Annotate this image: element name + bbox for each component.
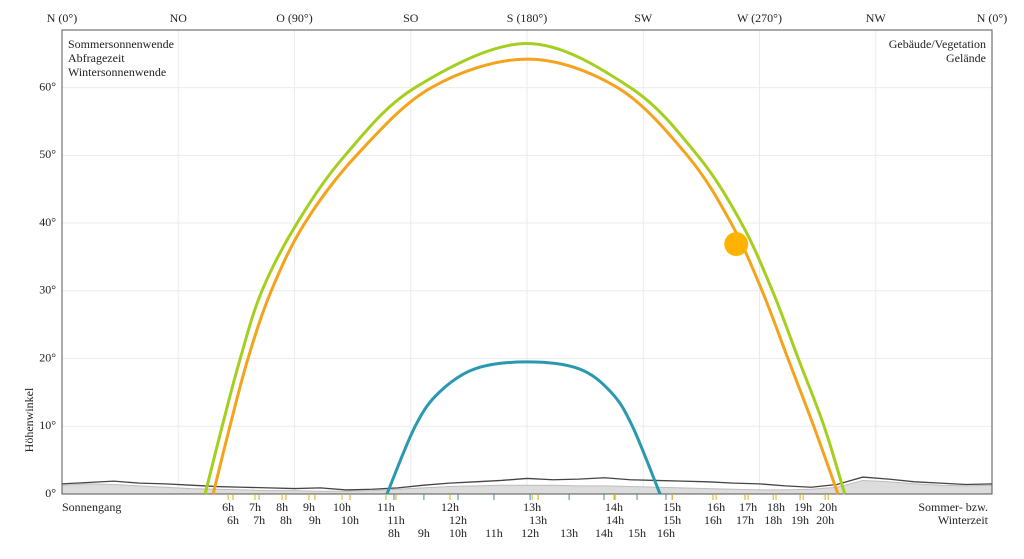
hour-label: 12h bbox=[449, 513, 467, 527]
legend-entry: Wintersonnenwende bbox=[68, 65, 166, 79]
x-tick-label: O (90°) bbox=[276, 11, 312, 25]
x-tick-label: NO bbox=[170, 11, 188, 25]
hour-label: 15h bbox=[663, 500, 681, 514]
footer-left: Sonnengang bbox=[62, 500, 121, 514]
x-tick-label: SW bbox=[634, 11, 653, 25]
hour-label: 11h bbox=[377, 500, 395, 514]
hour-label: 16h bbox=[707, 500, 725, 514]
hour-label: 9h bbox=[303, 500, 315, 514]
hour-label: 19h bbox=[791, 513, 809, 527]
legend-entry: Gebäude/Vegetation bbox=[889, 37, 986, 51]
sun-marker bbox=[724, 232, 749, 257]
hour-label: 15h bbox=[628, 526, 646, 540]
sun-path bbox=[385, 360, 662, 495]
hour-label: 15h bbox=[663, 513, 681, 527]
hour-label: 7h bbox=[253, 513, 265, 527]
y-tick-label: 60° bbox=[39, 79, 56, 93]
hour-label: 14h bbox=[605, 500, 623, 514]
legend-entry: Gelände bbox=[946, 51, 986, 65]
hour-label: 18h bbox=[764, 513, 782, 527]
footer-right: Winterzeit bbox=[938, 513, 989, 527]
hour-label: 6h bbox=[222, 500, 234, 514]
x-tick-label: NW bbox=[866, 11, 887, 25]
hour-label: 10h bbox=[341, 513, 359, 527]
hour-label: 10h bbox=[333, 500, 351, 514]
plot-frame bbox=[61, 29, 993, 495]
sun-path bbox=[211, 57, 840, 495]
hour-label: 14h bbox=[595, 526, 613, 540]
hour-label: 18h bbox=[767, 500, 785, 514]
x-tick-label: N (0°) bbox=[977, 11, 1007, 25]
hour-label: 8h bbox=[280, 513, 292, 527]
hour-label: 19h bbox=[794, 500, 812, 514]
hour-label: 17h bbox=[739, 500, 757, 514]
x-tick-label: W (270°) bbox=[737, 11, 782, 25]
hour-label: 9h bbox=[309, 513, 321, 527]
hour-label: 14h bbox=[606, 513, 624, 527]
hour-label: 11h bbox=[387, 513, 405, 527]
hour-label: 13h bbox=[560, 526, 578, 540]
y-tick-label: 20° bbox=[39, 350, 56, 364]
x-tick-label: N (0°) bbox=[47, 11, 77, 25]
hour-label: 7h bbox=[249, 500, 261, 514]
y-tick-label: 10° bbox=[39, 418, 56, 432]
hour-label: 16h bbox=[704, 513, 722, 527]
sun-path bbox=[203, 42, 847, 495]
hour-label: 6h bbox=[227, 513, 239, 527]
terrain-area bbox=[61, 479, 993, 495]
hour-label: 12h bbox=[521, 526, 539, 540]
footer-right: Sommer- bzw. bbox=[918, 500, 988, 514]
legend-entry: Abfragezeit bbox=[68, 51, 125, 65]
x-tick-label: S (180°) bbox=[507, 11, 547, 25]
hour-label: 8h bbox=[388, 526, 400, 540]
y-tick-label: 50° bbox=[39, 147, 56, 161]
legend-entry: Sommersonnenwende bbox=[68, 37, 174, 51]
hour-label: 13h bbox=[523, 500, 541, 514]
hour-label: 12h bbox=[441, 500, 459, 514]
hour-label: 9h bbox=[418, 526, 430, 540]
hour-label: 13h bbox=[529, 513, 547, 527]
y-tick-label: 30° bbox=[39, 283, 56, 297]
hour-label: 11h bbox=[485, 526, 503, 540]
hour-label: 16h bbox=[657, 526, 675, 540]
hour-label: 8h bbox=[276, 500, 288, 514]
y-axis-label: Höhenwinkel bbox=[22, 387, 36, 452]
y-tick-label: 0° bbox=[45, 486, 56, 500]
hour-label: 10h bbox=[449, 526, 467, 540]
y-tick-label: 40° bbox=[39, 215, 56, 229]
hour-label: 20h bbox=[816, 513, 834, 527]
hour-label: 17h bbox=[736, 513, 754, 527]
x-tick-label: SO bbox=[403, 11, 419, 25]
horizon-line bbox=[61, 476, 993, 491]
hour-label: 20h bbox=[819, 500, 837, 514]
